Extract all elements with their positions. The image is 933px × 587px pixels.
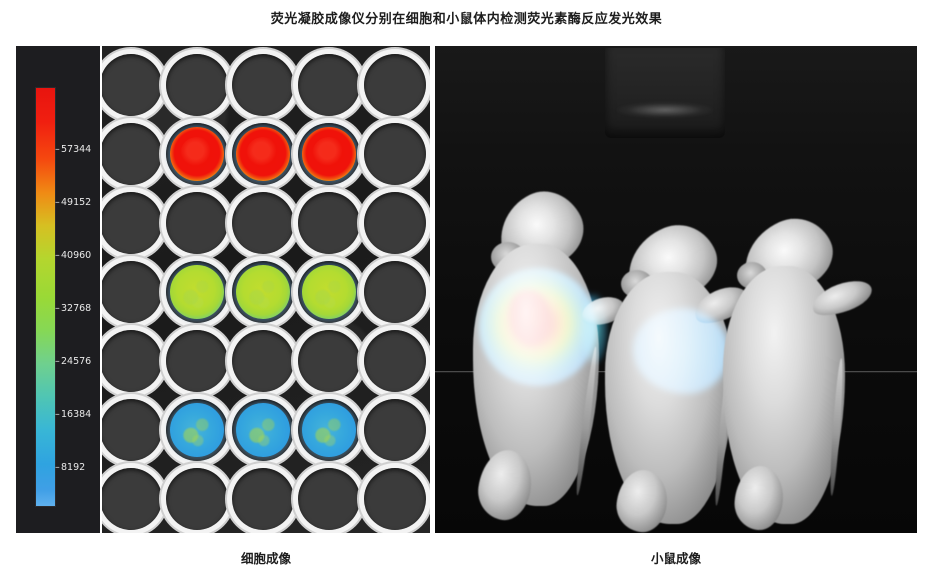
- well-r7c5[interactable]: [364, 468, 426, 530]
- well-r3c1[interactable]: [102, 192, 162, 254]
- well-r4c4[interactable]: [298, 261, 360, 323]
- tick-dash-icon: –: [55, 356, 60, 367]
- well-r5c4[interactable]: [298, 330, 360, 392]
- well-r1c3[interactable]: [232, 54, 294, 116]
- mouse-imaging-panel: [435, 46, 917, 533]
- well-r3c2[interactable]: [166, 192, 228, 254]
- well-r7c1[interactable]: [102, 468, 162, 530]
- well-r1c2[interactable]: [166, 54, 228, 116]
- well-r1c1[interactable]: [102, 54, 162, 116]
- colorbar-tick: –16384: [55, 409, 92, 420]
- well-r2c4[interactable]: [298, 123, 360, 185]
- well-signal-medium: [170, 265, 224, 319]
- well-r2c5[interactable]: [364, 123, 426, 185]
- well-r7c2[interactable]: [166, 468, 228, 530]
- colorbar-tick: –49152: [55, 197, 92, 208]
- tick-dash-icon: –: [55, 303, 60, 314]
- well-signal-low: [236, 403, 290, 457]
- well-r5c1[interactable]: [102, 330, 162, 392]
- well-r4c1[interactable]: [102, 261, 162, 323]
- well-r5c3[interactable]: [232, 330, 294, 392]
- page-title: 荧光凝胶成像仪分别在细胞和小鼠体内检测荧光素酶反应发光效果: [270, 11, 663, 26]
- well-r5c2[interactable]: [166, 330, 228, 392]
- tick-dash-icon: –: [55, 462, 60, 473]
- tick-dash-icon: –: [55, 197, 60, 208]
- well-r6c1[interactable]: [102, 399, 162, 461]
- well-r6c3[interactable]: [232, 399, 294, 461]
- tick-dash-icon: –: [55, 250, 60, 261]
- well-r2c2[interactable]: [166, 123, 228, 185]
- tick-dash-icon: –: [55, 144, 60, 155]
- well-r4c2[interactable]: [166, 261, 228, 323]
- well-signal-medium: [302, 265, 356, 319]
- colorbar-panel: –57344 –49152 –40960 –32768 –24576 –1638…: [16, 46, 100, 533]
- colorbar-gradient: [36, 88, 55, 506]
- well-r4c5[interactable]: [364, 261, 426, 323]
- well-r3c5[interactable]: [364, 192, 426, 254]
- well-r2c3[interactable]: [232, 123, 294, 185]
- colorbar-tick: –8192: [55, 462, 86, 473]
- well-r5c5[interactable]: [364, 330, 426, 392]
- cell-imaging-panel: [102, 46, 430, 533]
- well-r7c4[interactable]: [298, 468, 360, 530]
- well-r3c3[interactable]: [232, 192, 294, 254]
- tick-dash-icon: –: [55, 409, 60, 420]
- colorbar-tick: –24576: [55, 356, 92, 367]
- well-r3c4[interactable]: [298, 192, 360, 254]
- colorbar-tick: –57344: [55, 144, 92, 155]
- well-r6c5[interactable]: [364, 399, 426, 461]
- caption-mouse-imaging: 小鼠成像: [650, 552, 701, 566]
- colorbar-tick-list: –57344 –49152 –40960 –32768 –24576 –1638…: [55, 88, 100, 506]
- caption-cell-imaging: 细胞成像: [240, 552, 291, 566]
- well-signal-high: [236, 127, 290, 181]
- well-signal-medium: [236, 265, 290, 319]
- well-r7c3[interactable]: [232, 468, 294, 530]
- colorbar-tick: –32768: [55, 303, 92, 314]
- well-signal-low: [170, 403, 224, 457]
- well-signal-high: [302, 127, 356, 181]
- well-signal-high: [170, 127, 224, 181]
- anesthesia-manifold: [605, 48, 725, 138]
- well-r6c2[interactable]: [166, 399, 228, 461]
- colorbar-tick: –40960: [55, 250, 92, 261]
- well-r1c5[interactable]: [364, 54, 426, 116]
- well-r4c3[interactable]: [232, 261, 294, 323]
- well-signal-low: [302, 403, 356, 457]
- well-r1c4[interactable]: [298, 54, 360, 116]
- well-r6c4[interactable]: [298, 399, 360, 461]
- well-r2c1[interactable]: [102, 123, 162, 185]
